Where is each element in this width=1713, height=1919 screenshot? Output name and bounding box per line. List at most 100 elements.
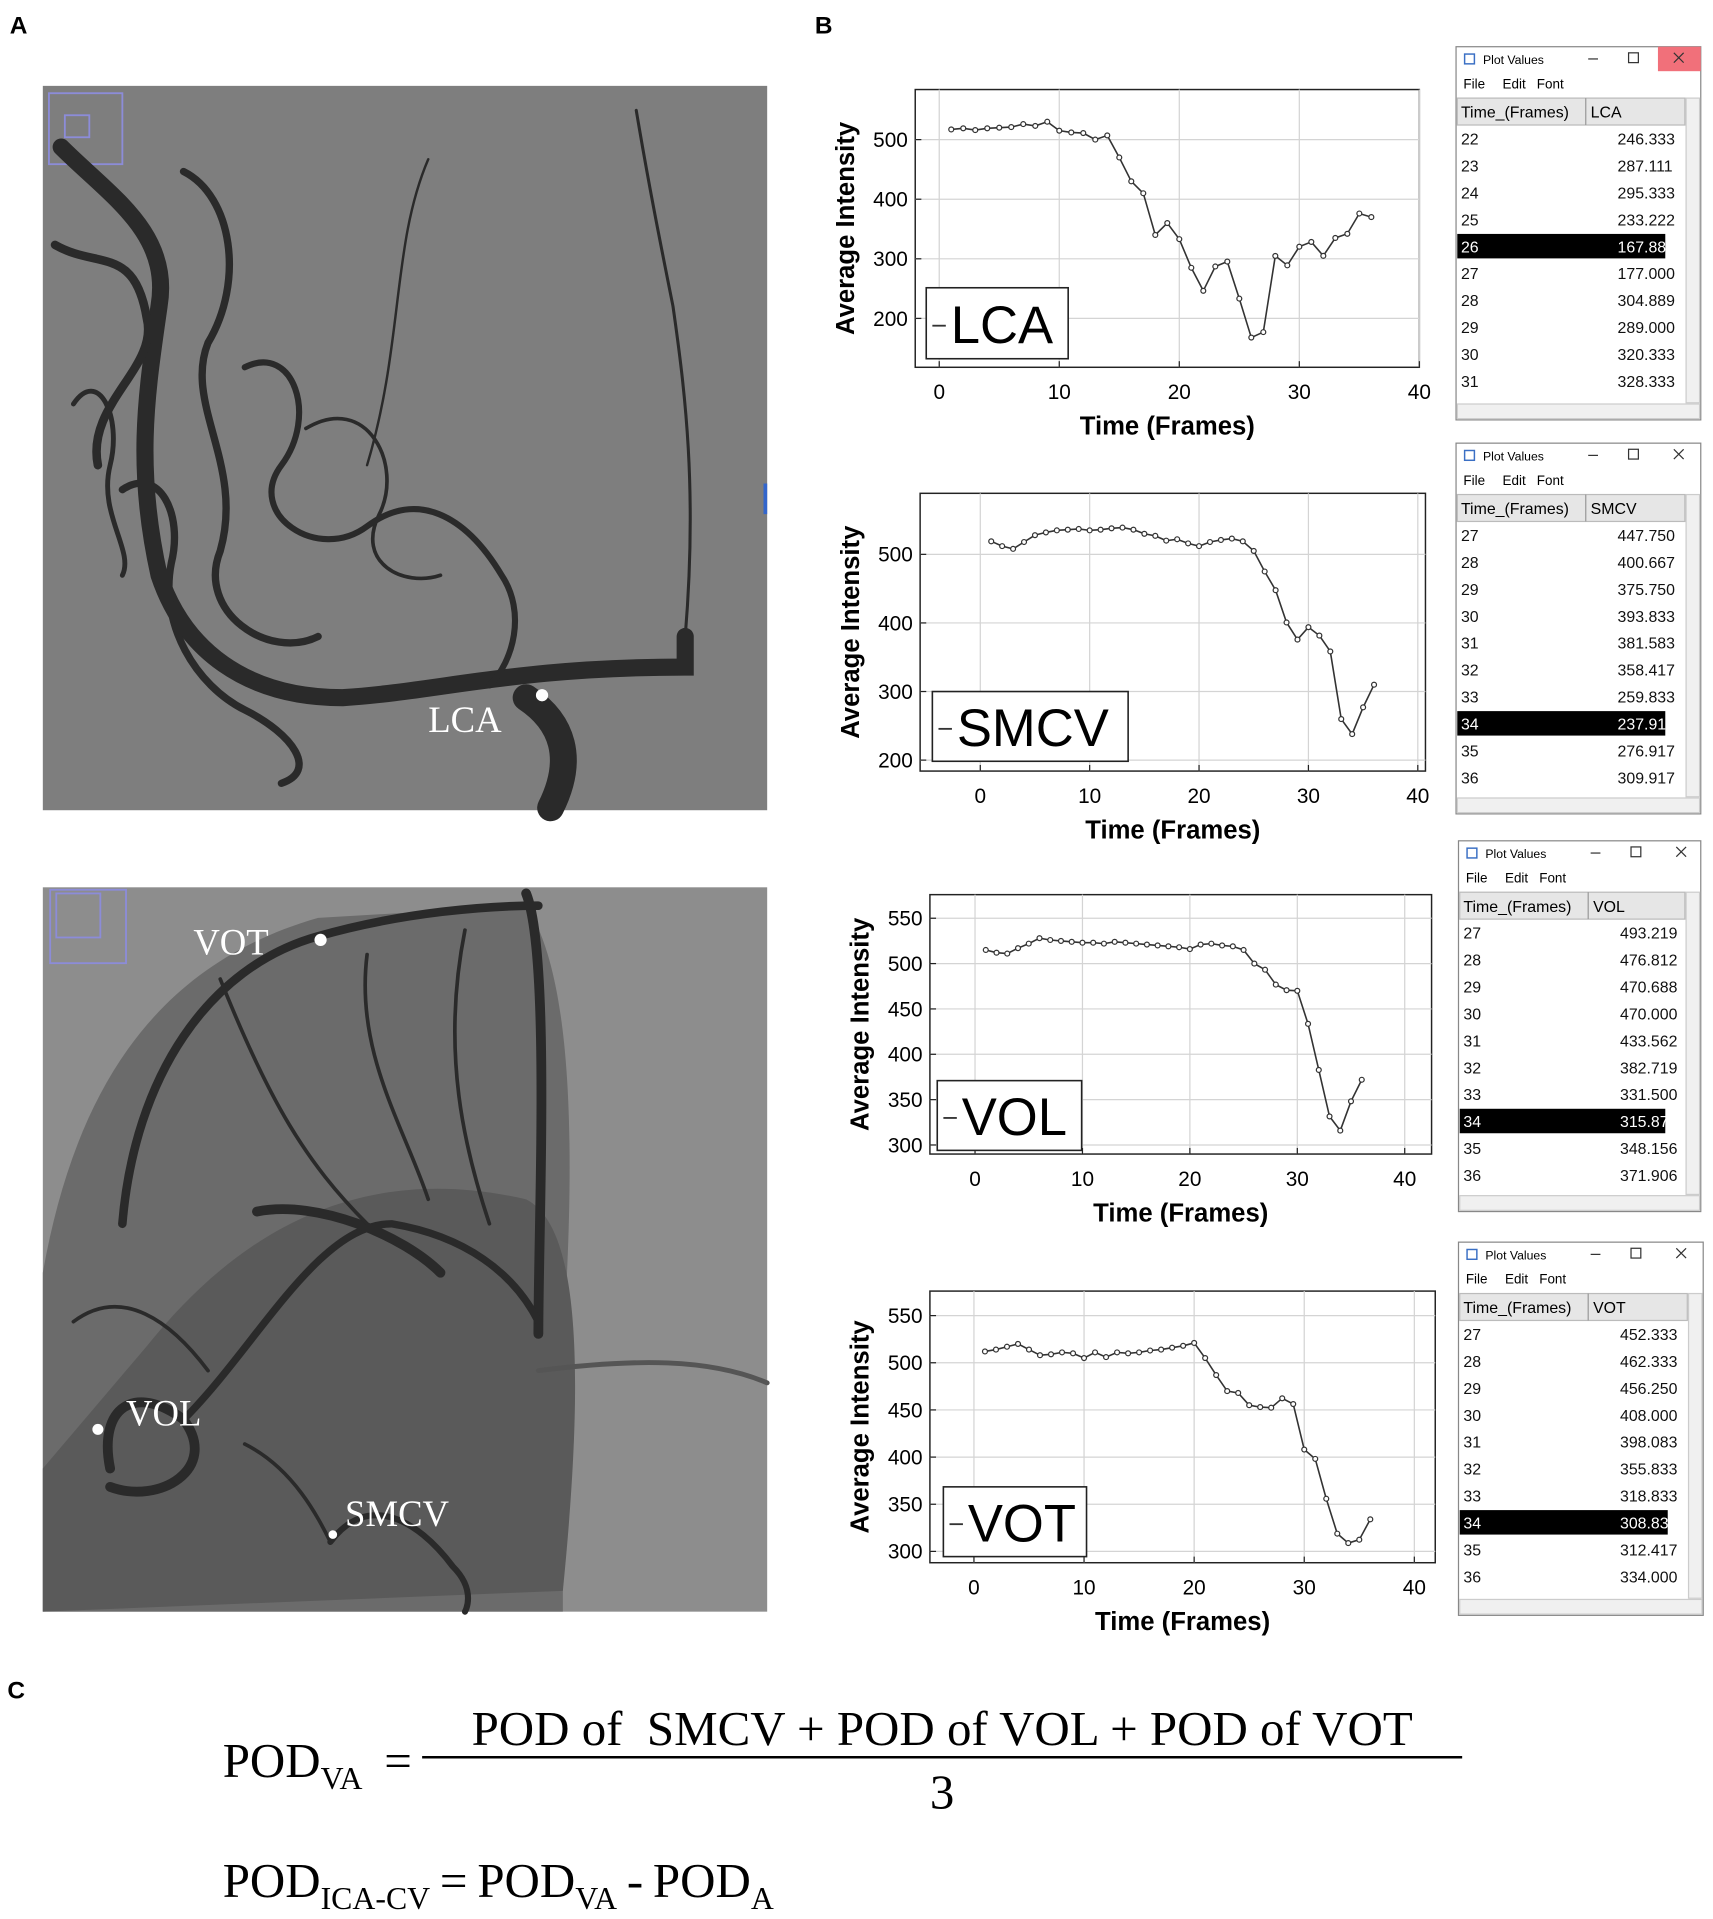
table-cell: 35 [1461, 743, 1479, 760]
menu-item[interactable]: File [1466, 870, 1488, 885]
formula-subscript: A [751, 1881, 774, 1916]
menu-item[interactable]: Font [1539, 1272, 1566, 1287]
table-cell: 33 [1463, 1087, 1481, 1104]
x-tick-label: 20 [1178, 1168, 1201, 1191]
selected-row [1457, 233, 1666, 259]
data-point [1108, 525, 1115, 532]
vertical-scrollbar [1685, 97, 1701, 404]
data-point [1326, 1113, 1333, 1120]
data-point [1323, 1495, 1330, 1502]
data-point [1058, 1349, 1066, 1356]
data-point [1212, 263, 1219, 270]
data-point [1119, 524, 1126, 531]
table-cell: 29 [1461, 320, 1479, 337]
table-cell: 308.833 [1620, 1515, 1678, 1532]
table-cell: 34 [1463, 1515, 1481, 1532]
data-point [1347, 1098, 1355, 1105]
y-tick-label: 400 [878, 612, 913, 635]
window-icon [1466, 847, 1478, 859]
table-cell: 381.583 [1618, 636, 1676, 653]
formula-denominator: 3 [930, 1765, 954, 1820]
data-point [1036, 1352, 1044, 1359]
data-point [1283, 987, 1290, 994]
menu-item[interactable]: File [1463, 473, 1485, 488]
data-point [1219, 942, 1226, 949]
menu-item[interactable]: Edit [1505, 1272, 1528, 1287]
menu-item[interactable]: Font [1537, 76, 1564, 91]
data-point [1240, 946, 1247, 954]
data-point [1057, 937, 1065, 944]
data-point [1257, 1404, 1264, 1411]
data-point [1092, 136, 1099, 143]
close-button [1673, 52, 1685, 64]
data-point [1165, 943, 1172, 950]
y-tick-label: 300 [878, 681, 913, 704]
data-point [1158, 1346, 1165, 1353]
data-point [1235, 1389, 1242, 1397]
table-cell: 315.875 [1620, 1114, 1678, 1131]
selected-row [1459, 1510, 1668, 1535]
menu-item[interactable]: Edit [1503, 76, 1526, 91]
menu-item[interactable]: Font [1539, 870, 1566, 885]
table-cell: 334.000 [1620, 1569, 1678, 1586]
vessel-label: VOT [193, 922, 268, 963]
menu-item[interactable]: Font [1537, 473, 1564, 488]
y-tick-label: 200 [873, 308, 908, 331]
data-point [1111, 938, 1118, 945]
vertical-scrollbar [1685, 891, 1701, 1196]
data-point [1141, 530, 1148, 537]
formula-equals: = [384, 1733, 412, 1788]
data-point [1296, 243, 1303, 250]
horizontal-scrollbar [1459, 1598, 1703, 1615]
data-point [1356, 1536, 1363, 1543]
data-point [1294, 636, 1301, 643]
y-tick-label: 500 [888, 1352, 923, 1375]
data-point [1014, 1340, 1022, 1347]
table-header [1459, 1292, 1688, 1322]
table-cell: 34 [1463, 1114, 1481, 1131]
menu-item[interactable]: File [1466, 1272, 1488, 1287]
chart: 0 10 20 30 40 300 350 400 450 500 550 Time (Frames)… [847, 1290, 1436, 1636]
data-point [1360, 704, 1367, 711]
table-cell: 287.111 [1618, 159, 1673, 176]
data-point [1188, 264, 1195, 271]
x-tick-label: 40 [1403, 1577, 1426, 1600]
data-point [1337, 1127, 1344, 1134]
table-cell: 237.917 [1618, 716, 1676, 733]
plot-values-window: Plot Values File Edit Font Time_(Frames) LCA 2… [1455, 46, 1702, 421]
menu-item[interactable]: Edit [1503, 473, 1526, 488]
table-cell: 318.833 [1620, 1489, 1678, 1506]
table-cell: 312.417 [1620, 1542, 1678, 1559]
formula-term: POD [653, 1853, 751, 1908]
data-point [1091, 1349, 1099, 1356]
close-button [1675, 1247, 1687, 1259]
data-point [1079, 939, 1086, 946]
data-point [1200, 287, 1207, 294]
selected-row [1457, 711, 1666, 736]
x-tick-label: 20 [1187, 785, 1210, 808]
table-cell: 23 [1461, 159, 1479, 176]
table-cell: 167.889 [1618, 239, 1676, 256]
x-tick-label: 0 [969, 1168, 981, 1191]
data-point [948, 126, 955, 133]
table-cell: 398.083 [1620, 1435, 1678, 1452]
menu-item[interactable]: File [1463, 76, 1485, 91]
data-point [1152, 231, 1159, 239]
table-cell: 32 [1463, 1060, 1481, 1077]
y-tick-label: 450 [888, 998, 923, 1021]
data-point [1344, 230, 1351, 237]
y-tick-label: 300 [888, 1541, 923, 1564]
maximize-button [1630, 1247, 1642, 1259]
table-cell: 408.000 [1620, 1408, 1678, 1425]
data-point [1268, 1404, 1275, 1411]
data-point [1345, 1540, 1352, 1547]
maximize-button [1630, 846, 1642, 858]
table-cell: 36 [1463, 1569, 1481, 1586]
x-axis-label: Time (Frames) [1095, 1608, 1270, 1636]
y-tick-label: 300 [888, 1134, 923, 1157]
data-point [1367, 1516, 1374, 1523]
table-cell: 29 [1461, 582, 1479, 599]
data-point [1197, 941, 1204, 948]
menu-item[interactable]: Edit [1505, 870, 1528, 885]
